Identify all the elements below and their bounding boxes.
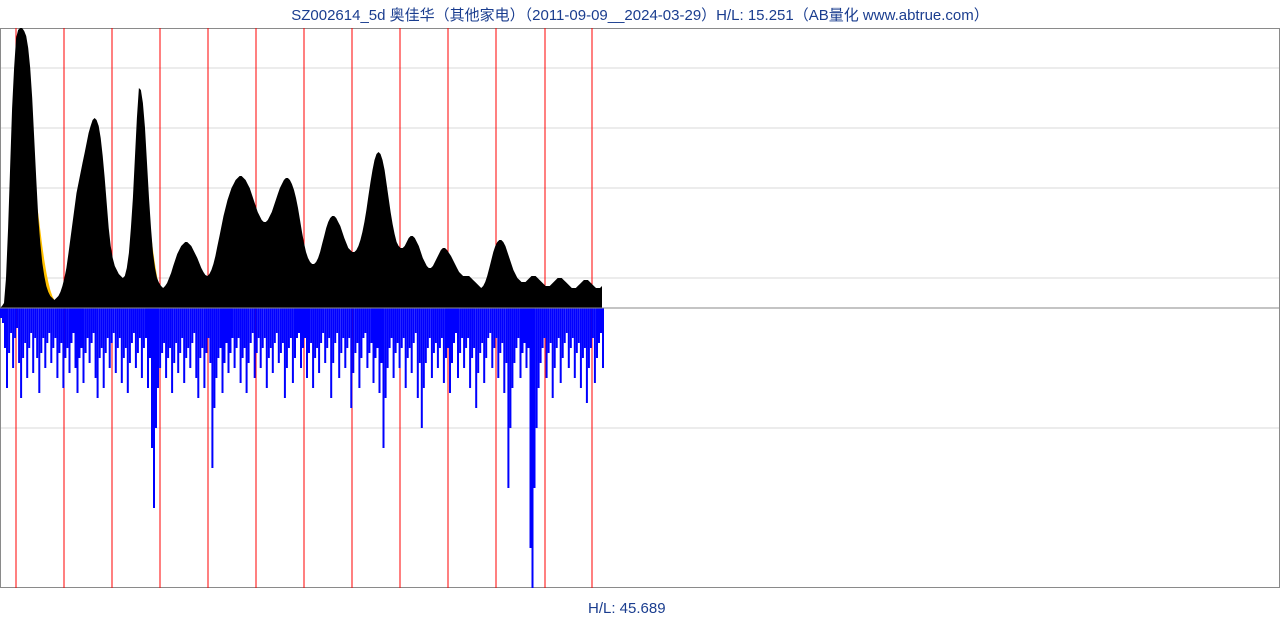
- chart-container: [0, 28, 1280, 588]
- chart-title: SZ002614_5d 奥佳华（其他家电）（2011-09-09__2024-0…: [0, 4, 1280, 25]
- chart-svg: [0, 28, 1280, 588]
- footer-hl-label: H/L: 45.689: [588, 600, 666, 617]
